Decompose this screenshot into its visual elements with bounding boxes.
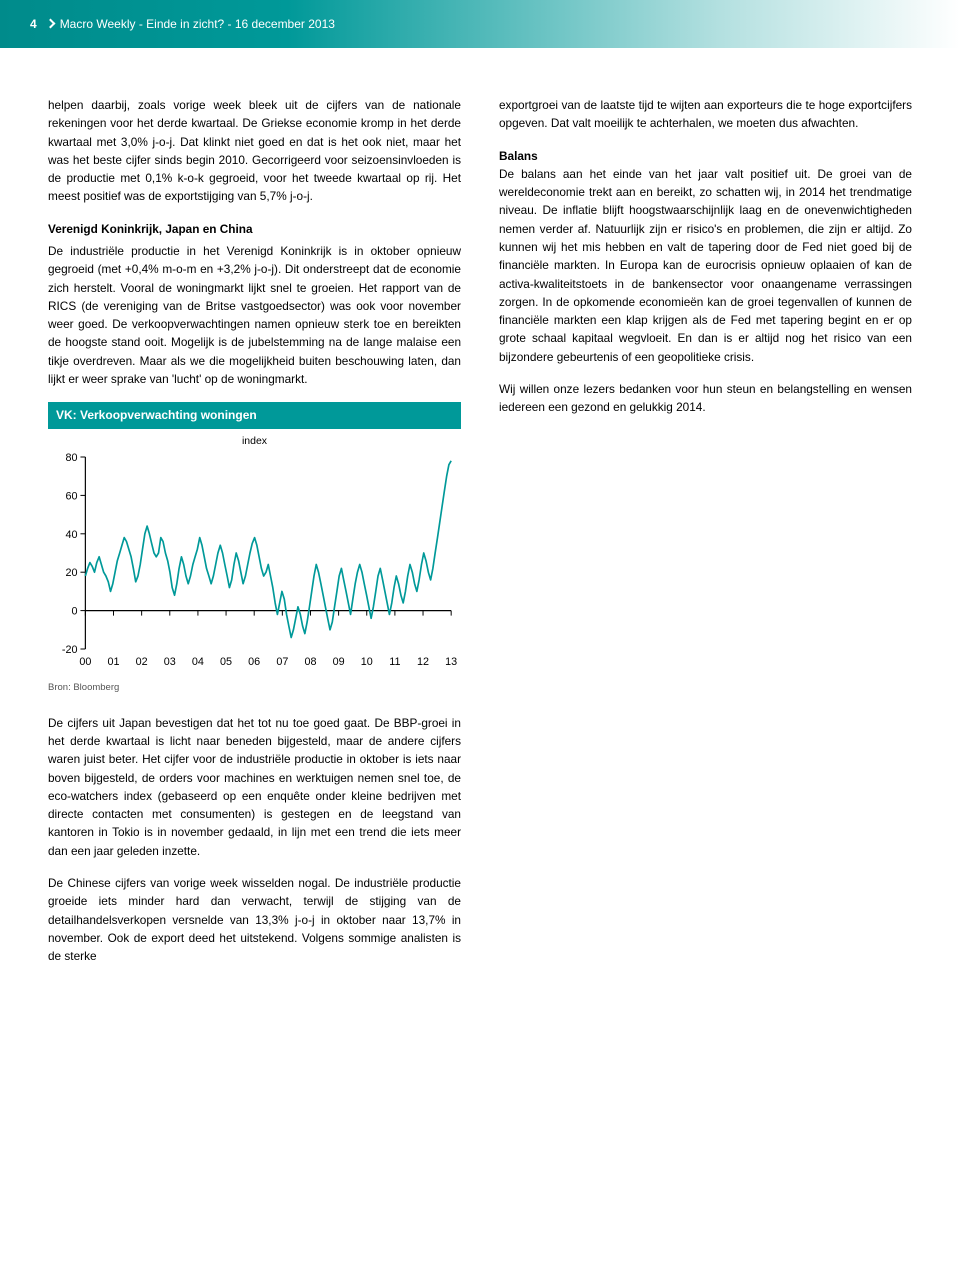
chart-subtitle: index — [48, 429, 461, 451]
svg-text:08: 08 — [304, 656, 316, 668]
svg-text:40: 40 — [65, 529, 77, 541]
svg-text:02: 02 — [136, 656, 148, 668]
svg-text:12: 12 — [417, 656, 429, 668]
right-column: exportgroei van de laatste tijd te wijte… — [499, 96, 912, 979]
left-sub1: Verenigd Koninkrijk, Japan en China — [48, 222, 253, 236]
svg-text:01: 01 — [107, 656, 119, 668]
svg-text:20: 20 — [65, 567, 77, 579]
svg-text:13: 13 — [445, 656, 457, 668]
svg-text:05: 05 — [220, 656, 232, 668]
below-chart-text: De cijfers uit Japan bevestigen dat het … — [48, 714, 461, 966]
chart-title: VK: Verkoopverwachting woningen — [48, 402, 461, 429]
svg-text:09: 09 — [333, 656, 345, 668]
svg-text:04: 04 — [192, 656, 204, 668]
svg-text:-20: -20 — [62, 644, 78, 656]
right-p2: De balans aan het einde van het jaar val… — [499, 165, 912, 366]
svg-text:0: 0 — [71, 606, 77, 618]
two-column-layout: helpen daarbij, zoals vorige week bleek … — [48, 96, 912, 979]
svg-text:60: 60 — [65, 490, 77, 502]
page-content: helpen daarbij, zoals vorige week bleek … — [0, 48, 960, 1019]
right-p3: Wij willen onze lezers bedanken voor hun… — [499, 380, 912, 417]
svg-text:03: 03 — [164, 656, 176, 668]
below-p1: De cijfers uit Japan bevestigen dat het … — [48, 714, 461, 860]
line-chart-svg: -20 0 20 40 60 80 00 01 02 03 04 05 06 07 08 09 10 11 12 13 — [48, 451, 461, 671]
svg-text:07: 07 — [276, 656, 288, 668]
svg-text:11: 11 — [389, 656, 400, 668]
right-sub1: Balans — [499, 147, 912, 165]
right-p1: exportgroei van de laatste tijd te wijte… — [499, 96, 912, 133]
svg-text:00: 00 — [79, 656, 91, 668]
chart-source: Bron: Bloomberg — [48, 681, 461, 696]
left-subhead-1: Verenigd Koninkrijk, Japan en China — [48, 220, 461, 238]
chart-block: VK: Verkoopverwachting woningen index -2… — [48, 402, 461, 671]
chevron-right-icon — [45, 19, 55, 29]
chart-canvas: -20 0 20 40 60 80 00 01 02 03 04 05 06 07 08 09 10 11 12 13 — [48, 451, 461, 671]
svg-text:06: 06 — [248, 656, 260, 668]
page-number: 4 — [30, 17, 37, 31]
svg-text:10: 10 — [361, 656, 373, 668]
left-column: helpen daarbij, zoals vorige week bleek … — [48, 96, 461, 979]
svg-text:80: 80 — [65, 452, 77, 464]
left-p2: De industriële productie in het Verenigd… — [48, 242, 461, 388]
page-header: 4 Macro Weekly - Einde in zicht? - 16 de… — [0, 0, 960, 48]
left-p1: helpen daarbij, zoals vorige week bleek … — [48, 96, 461, 206]
doc-title: Macro Weekly - Einde in zicht? - 16 dece… — [60, 17, 335, 31]
below-p2: De Chinese cijfers van vorige week wisse… — [48, 874, 461, 965]
